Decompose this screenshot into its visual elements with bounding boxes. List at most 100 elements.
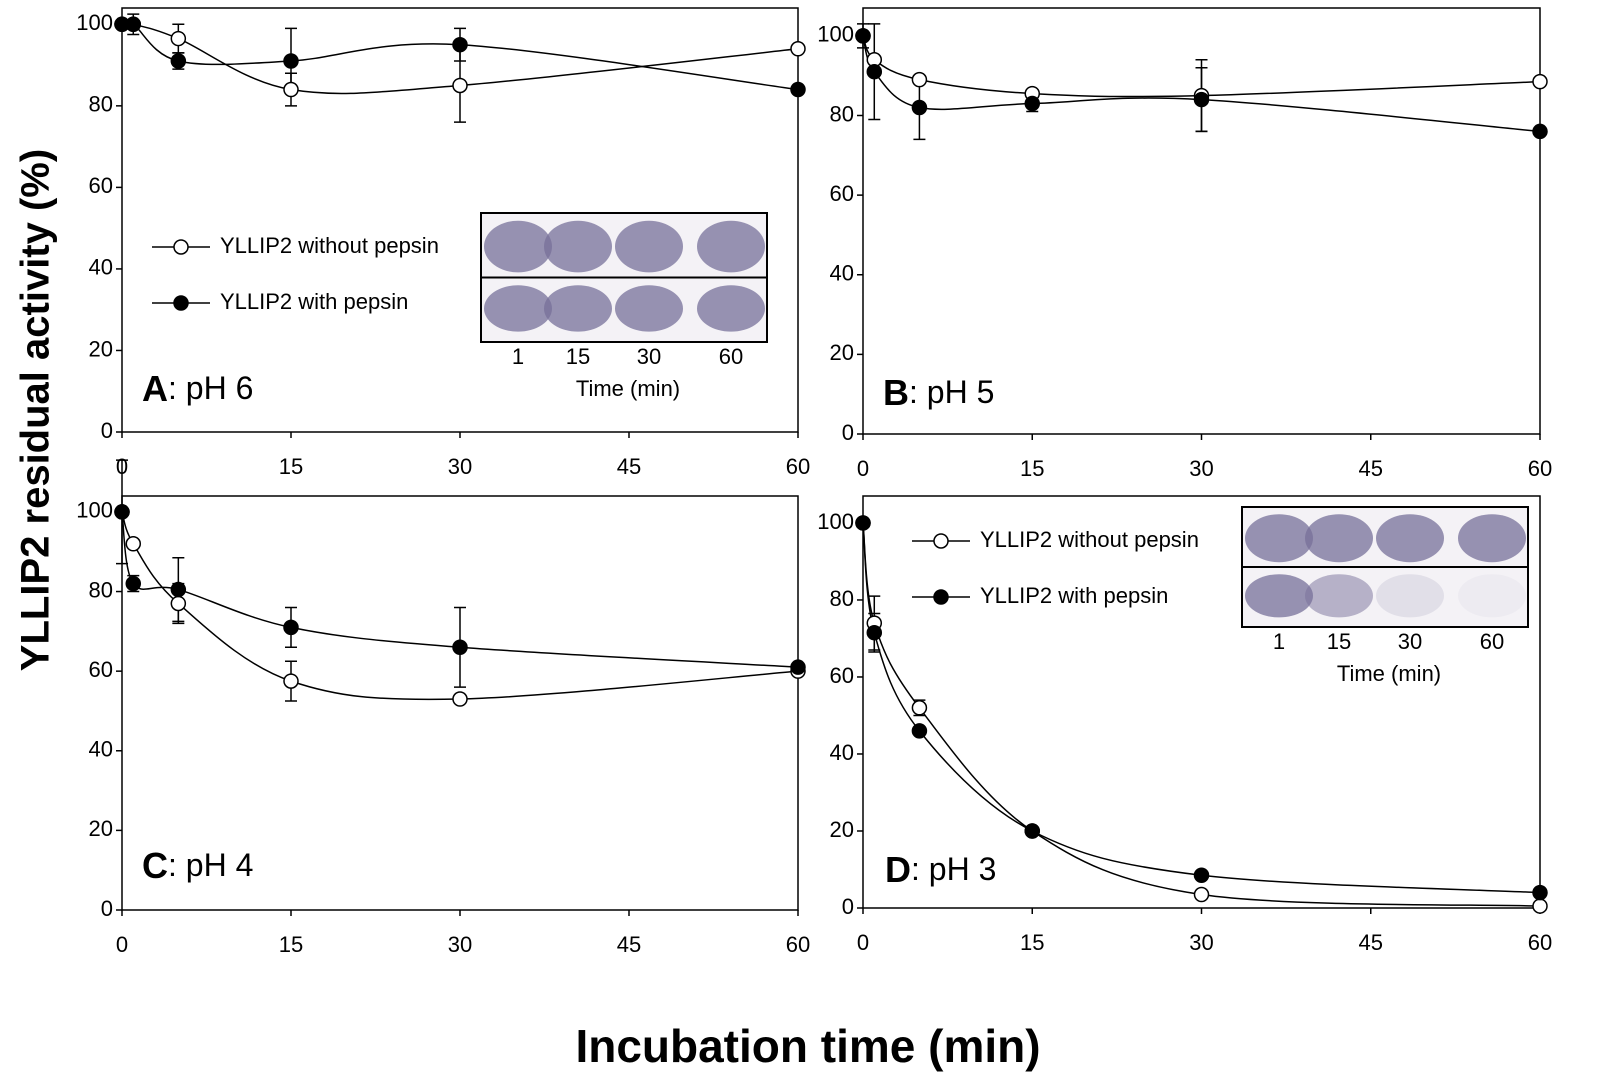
gel-band (544, 285, 612, 332)
data-point (1193, 886, 1210, 903)
data-point (866, 624, 883, 641)
gel-band (484, 220, 552, 273)
x-tick-label: 0 (857, 930, 869, 955)
data-point (1024, 95, 1040, 112)
data-point (911, 700, 928, 716)
data-point (125, 536, 142, 552)
y-tick-label: 0 (842, 420, 854, 445)
y-tick-label: 60 (830, 663, 854, 688)
y-tick-label: 60 (89, 173, 113, 198)
x-tick-label: 15 (279, 454, 303, 479)
gel-band (1376, 574, 1444, 618)
panel-label: B: pH 5 (883, 372, 994, 413)
data-point (866, 63, 883, 80)
y-tick-label: 40 (830, 740, 854, 765)
data-point (1024, 823, 1040, 839)
y-tick-label: 20 (89, 336, 113, 361)
y-tick-label: 80 (830, 586, 854, 611)
data-point (125, 16, 142, 33)
gel-band (697, 220, 765, 273)
y-tick-label: 60 (830, 181, 854, 206)
x-tick-label: 60 (1528, 930, 1552, 955)
x-tick-label: 30 (448, 932, 472, 957)
y-tick-label: 60 (89, 657, 113, 682)
legend-label: YLLIP2 without pepsin (220, 233, 439, 258)
y-tick-label: 20 (830, 817, 854, 842)
y-tick-label: 40 (89, 737, 113, 762)
data-point (911, 723, 928, 739)
data-point (790, 41, 806, 57)
data-point (452, 36, 468, 53)
y-tick-label: 80 (89, 577, 113, 602)
x-tick-label: 45 (617, 454, 641, 479)
data-point (1193, 867, 1210, 884)
y-tick-label: 100 (76, 10, 113, 35)
data-point (855, 28, 871, 44)
legend-label: YLLIP2 without pepsin (980, 527, 1199, 552)
data-point (1532, 73, 1548, 90)
panel-label: C: pH 4 (142, 845, 253, 886)
y-tick-label: 0 (101, 418, 113, 443)
gel-lane-label: 1 (512, 344, 524, 369)
gel-band (544, 220, 612, 273)
x-tick-label: 60 (786, 932, 810, 957)
y-tick-label: 0 (101, 896, 113, 921)
data-point (1532, 884, 1548, 901)
x-tick-label: 30 (448, 454, 472, 479)
data-point (283, 53, 299, 69)
y-tick-label: 20 (89, 816, 113, 841)
x-tick-label: 60 (786, 454, 810, 479)
panel-condition: : pH 5 (909, 374, 994, 410)
gel-lane-label: 60 (719, 344, 743, 369)
data-point (170, 53, 187, 69)
panel-label: D: pH 3 (885, 849, 996, 890)
x-tick-label: 30 (1189, 456, 1213, 481)
gel-band (1245, 514, 1313, 563)
legend-marker (173, 295, 189, 311)
gel-band (1458, 514, 1526, 563)
gel-lane-label: 1 (1273, 629, 1285, 654)
gel-band (697, 285, 765, 332)
data-point (283, 81, 299, 98)
data-point (452, 639, 468, 656)
gel-lane-label: 30 (637, 344, 661, 369)
y-tick-label: 40 (89, 255, 113, 280)
x-tick-label: 0 (116, 932, 128, 957)
x-tick-label: 0 (857, 456, 869, 481)
panel-letter: C (142, 845, 168, 886)
x-tick-label: 60 (1528, 456, 1552, 481)
data-point (452, 77, 468, 94)
gel-lane-label: 60 (1480, 629, 1504, 654)
data-point (1532, 123, 1548, 140)
data-point (125, 575, 142, 592)
gel-lane-label: 30 (1398, 629, 1422, 654)
data-point (911, 71, 928, 88)
gel-lane-label: 15 (1327, 629, 1351, 654)
x-tick-label: 45 (1359, 930, 1383, 955)
data-point (1532, 898, 1548, 914)
gel-axis-label: Time (min) (576, 376, 680, 401)
data-point (452, 691, 468, 707)
data-point (114, 504, 130, 520)
legend-marker (933, 533, 949, 549)
data-point (283, 619, 299, 636)
y-tick-label: 0 (842, 894, 854, 919)
gel-band (484, 285, 552, 332)
y-tick-label: 100 (817, 509, 854, 534)
y-tick-label: 40 (830, 261, 854, 286)
panel-condition: : pH 3 (911, 851, 996, 887)
x-tick-label: 15 (1020, 456, 1044, 481)
data-point (170, 595, 187, 612)
data-point (790, 659, 806, 675)
gel-lane-label: 15 (566, 344, 590, 369)
data-point (1193, 91, 1210, 108)
legend-marker (173, 239, 189, 255)
data-point (911, 99, 928, 116)
y-tick-label: 100 (817, 22, 854, 47)
data-point (790, 81, 806, 98)
x-tick-label: 45 (617, 932, 641, 957)
x-axis-title: Incubation time (min) (575, 1020, 1040, 1072)
x-tick-label: 15 (1020, 930, 1044, 955)
y-axis-title: YLLIP2 residual activity (%) (14, 149, 58, 671)
